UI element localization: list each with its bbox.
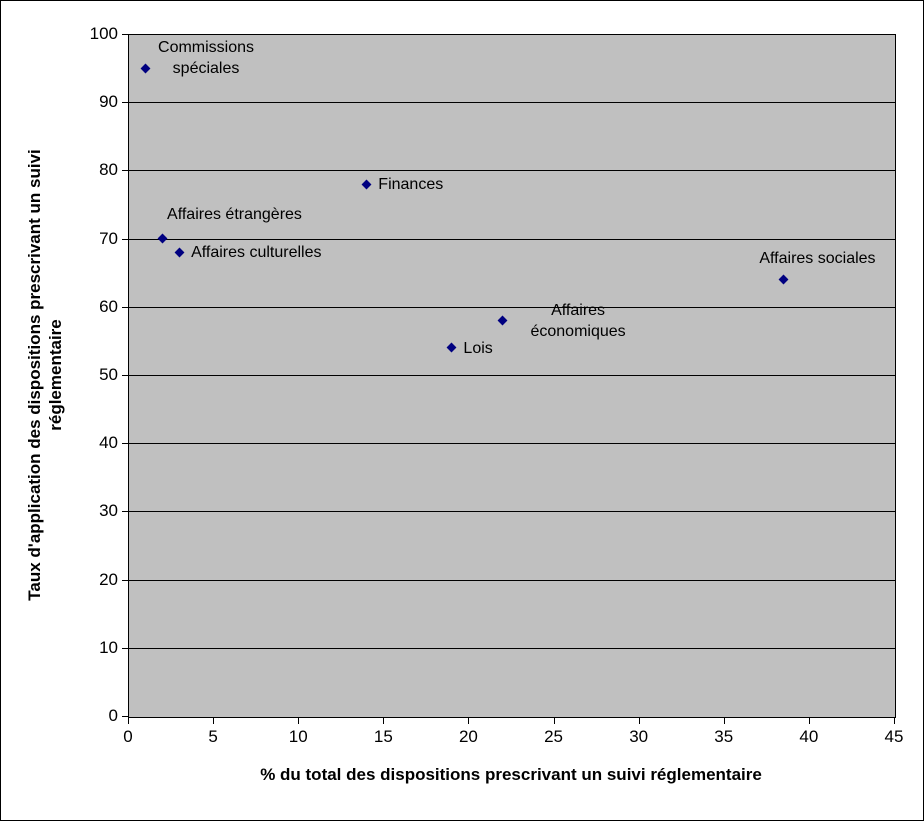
x-tick-mark [468,717,470,724]
data-point-label: Affaires culturelles [191,244,322,262]
y-tick-label: 80 [99,160,118,180]
x-tick-mark [213,717,215,724]
x-tick-label: 10 [288,727,308,746]
x-tick-label: 30 [629,727,649,746]
y-tick-mark [122,579,129,581]
y-tick-mark [122,443,129,445]
y-tick-mark [122,306,129,308]
x-tick-label: 40 [799,727,819,746]
data-point-label: Affaires étrangères [167,205,302,223]
plot-area [128,34,896,718]
data-point-label: Commissions spéciales [158,39,255,78]
gridline [129,306,895,308]
data-point-label: Finances [378,176,444,194]
gridline [129,375,895,376]
gridline [129,238,895,240]
y-tick-label: 10 [99,637,118,657]
y-tick-mark [122,375,129,376]
x-tick-mark [128,717,129,724]
x-tick-label: 15 [373,727,393,746]
y-tick-label: 0 [108,706,118,725]
x-tick-label: 25 [544,727,563,746]
gridline [129,511,895,513]
y-tick-label: 30 [99,501,118,521]
y-tick-label: 20 [99,569,118,589]
y-tick-label: 40 [99,433,118,453]
data-point-label: Lois [463,339,493,357]
x-tick-mark [723,717,725,724]
gridline [129,647,895,649]
x-tick-mark [553,717,555,724]
y-tick-label: 90 [99,92,118,112]
gridline [129,102,895,104]
y-tick-label: 70 [99,228,118,248]
y-tick-mark [122,170,129,172]
x-tick-mark [894,717,895,724]
x-tick-mark [808,717,810,724]
x-tick-label: 45 [884,727,904,746]
gridline [129,443,895,445]
y-axis-title: Taux d'application des dispositions pres… [25,149,65,601]
y-tick-mark [122,716,129,717]
x-tick-label: 5 [208,727,218,746]
gridline [129,579,895,581]
y-tick-mark [122,511,129,513]
gridline [129,170,895,172]
y-tick-mark [122,647,129,649]
y-tick-mark [122,238,129,240]
data-point-label: Affaires économiques [530,302,626,341]
x-axis-title: % du total des dispositions prescrivant … [260,765,762,784]
x-tick-mark [638,717,640,724]
y-tick-mark [122,102,129,104]
y-tick-label: 60 [99,296,118,316]
data-point-label: Affaires sociales [759,249,876,267]
x-tick-label: 20 [458,727,478,746]
x-tick-label: 35 [714,727,734,746]
x-tick-mark [383,717,385,724]
x-tick-mark [298,717,300,724]
y-tick-mark [122,34,129,35]
x-tick-label: 0 [123,727,133,746]
y-tick-label: 100 [89,24,118,43]
y-tick-label: 50 [99,365,118,384]
